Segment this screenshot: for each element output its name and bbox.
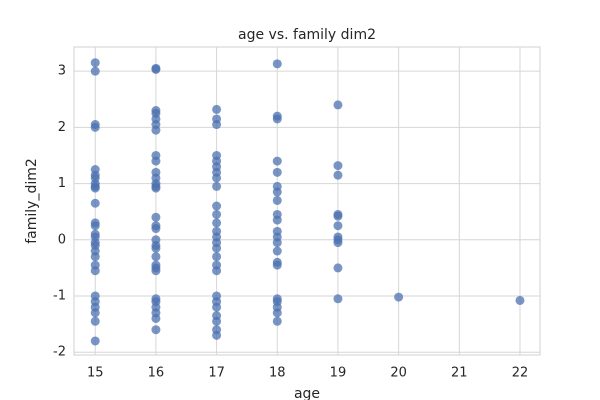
y-tick-label: 0 [58, 232, 66, 247]
point [515, 295, 525, 305]
plot-area [73, 46, 541, 356]
point [90, 336, 100, 346]
point [212, 243, 222, 253]
x-tick-label: 21 [451, 366, 468, 381]
point [212, 173, 222, 183]
point [272, 59, 282, 69]
point [212, 209, 222, 219]
point [272, 187, 282, 197]
point [151, 252, 161, 262]
point [272, 238, 282, 248]
y-tick-label: 3 [58, 64, 66, 79]
x-tick-label: 22 [512, 366, 529, 381]
point [333, 221, 343, 231]
point [90, 252, 100, 262]
y-tick-label: -1 [53, 288, 66, 303]
point [333, 100, 343, 110]
point [90, 221, 100, 231]
x-tick-label: 20 [390, 366, 407, 381]
point [272, 156, 282, 166]
point [333, 170, 343, 180]
point [212, 266, 222, 276]
y-axis-label: family_dim2 [24, 158, 40, 244]
point [333, 294, 343, 304]
point [212, 201, 222, 211]
point [90, 66, 100, 76]
point [212, 181, 222, 191]
point [151, 266, 161, 276]
x-tick-label: 16 [148, 366, 165, 381]
y-tick-label: -2 [53, 345, 66, 360]
point [272, 246, 282, 256]
point [333, 238, 343, 248]
point [90, 316, 100, 326]
point [333, 263, 343, 273]
point [212, 252, 222, 262]
point [212, 104, 222, 114]
chart-title: age vs. family dim2 [238, 27, 376, 43]
point [212, 120, 222, 130]
point [272, 114, 282, 124]
point [90, 198, 100, 208]
point [90, 266, 100, 276]
point [151, 224, 161, 234]
point [333, 211, 343, 221]
point [333, 161, 343, 171]
point [151, 243, 161, 253]
point [212, 330, 222, 340]
point [272, 215, 282, 225]
point [151, 125, 161, 135]
point [90, 183, 100, 193]
point [272, 195, 282, 205]
point [151, 212, 161, 222]
x-tick-label: 15 [87, 366, 104, 381]
x-tick-label: 19 [330, 366, 347, 381]
point [212, 316, 222, 326]
x-axis-label: age [294, 386, 320, 400]
x-tick-label: 17 [208, 366, 225, 381]
point [151, 156, 161, 166]
point [90, 122, 100, 132]
point [272, 260, 282, 270]
point [394, 292, 404, 302]
point [151, 64, 161, 74]
point [90, 58, 100, 68]
point [272, 308, 282, 318]
point [272, 316, 282, 326]
point [212, 218, 222, 228]
point [272, 167, 282, 177]
x-tick-label: 18 [269, 366, 286, 381]
point [212, 302, 222, 312]
point [90, 308, 100, 318]
point [151, 325, 161, 335]
point [151, 313, 161, 323]
point [151, 183, 161, 193]
y-tick-label: 2 [58, 120, 66, 135]
y-tick-label: 1 [58, 176, 66, 191]
